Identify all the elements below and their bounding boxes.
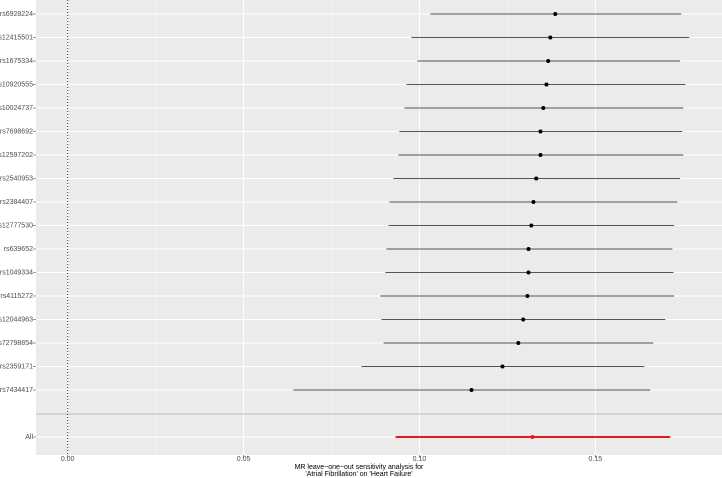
estimate-point xyxy=(526,247,531,251)
y-tick-label: rs2540953 xyxy=(0,175,33,182)
y-tick-label: rs12044963 xyxy=(0,316,33,323)
x-axis-label: 'Atrial Fibrillation' on 'Heart Failure' xyxy=(305,471,412,478)
estimate-point xyxy=(500,364,505,369)
x-tick-label: 0.05 xyxy=(237,456,251,463)
x-tick-label: 0.10 xyxy=(413,456,427,463)
y-tick-label: All xyxy=(25,434,33,441)
y-tick-label: rs10024737 xyxy=(0,105,33,112)
y-tick-label: rs7698692 xyxy=(0,128,33,135)
estimate-point xyxy=(531,200,536,204)
estimate-point xyxy=(546,59,551,63)
estimate-point xyxy=(548,35,553,40)
estimate-point xyxy=(534,176,539,181)
y-tick-label: rs10920555 xyxy=(0,81,33,88)
y-tick-label: rs1049334 xyxy=(0,269,33,276)
x-tick-label: 0.00 xyxy=(61,456,75,463)
y-tick-label: rs639652 xyxy=(4,246,33,253)
estimate-point xyxy=(538,129,543,134)
estimate-point xyxy=(541,106,546,110)
estimate-point xyxy=(526,270,531,275)
y-tick-label: rs72798854 xyxy=(0,340,33,347)
estimate-point xyxy=(521,317,526,322)
y-tick-label: rs12415501 xyxy=(0,34,33,41)
estimate-point xyxy=(516,341,521,345)
y-tick-label: rs4115272 xyxy=(0,293,33,300)
x-tick-label: 0.15 xyxy=(589,456,603,463)
panel xyxy=(36,0,722,455)
y-tick-label: rs7434417 xyxy=(0,387,33,394)
estimate-point xyxy=(538,153,543,157)
x-axis-label: MR leave−one−out sensitivity analysis fo… xyxy=(295,464,424,471)
y-tick-label: rs12777530 xyxy=(0,222,33,229)
y-tick-label: rs12597202 xyxy=(0,152,33,159)
estimate-point xyxy=(553,12,558,16)
y-tick-label: rs6928224 xyxy=(0,11,33,18)
estimate-point xyxy=(529,223,534,228)
summary-point xyxy=(530,435,535,439)
y-tick-label: rs2384407 xyxy=(0,199,33,206)
estimate-point xyxy=(525,294,530,298)
y-tick-label: rs2359171 xyxy=(0,363,33,370)
estimate-point xyxy=(469,388,474,392)
y-tick-label: rs1675334 xyxy=(0,58,33,65)
estimate-point xyxy=(544,82,549,87)
